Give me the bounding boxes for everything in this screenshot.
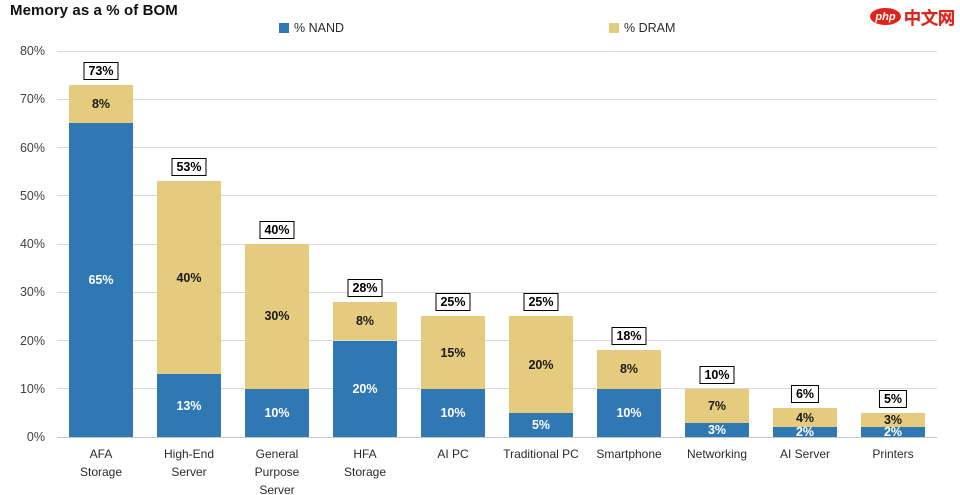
php-logo-icon: php [870, 8, 901, 25]
x-axis-label-hfa-storage: HFA Storage [343, 447, 387, 479]
legend-item-nand: % NAND [279, 21, 344, 35]
bar-segment-nand-traditional-pc [509, 412, 573, 437]
total-label-hfa-storage: 28% [347, 278, 383, 297]
gridline-50 [57, 195, 937, 197]
bar-segment-nand-printers [861, 427, 925, 437]
gridline-80 [57, 50, 937, 52]
total-label-networking: 10% [699, 365, 735, 384]
bar-segment-dram-afa-storage [69, 84, 133, 124]
y-axis-tick-10: 10% [19, 381, 45, 396]
legend-label-nand: % NAND [294, 21, 345, 35]
total-label-smartphone: 18% [611, 327, 647, 346]
bar-segment-dram-high-end-server [157, 181, 221, 375]
y-axis-tick-40: 40% [19, 237, 45, 251]
gridline-70 [57, 98, 937, 100]
total-label-ai-pc: 25% [435, 293, 471, 312]
bar-segment-nand-hfa-storage [333, 340, 397, 437]
x-axis-label-smartphone: Smartphone [596, 447, 662, 461]
total-label-printers: 5% [878, 389, 908, 408]
gridline-60 [57, 147, 937, 148]
legend-item-dram: % DRAM [609, 21, 675, 35]
x-axis-label-ai-pc: AI PC [437, 447, 469, 461]
x-axis-label-general-purpose-server: General Purpose Server [254, 447, 300, 495]
x-axis-label-printers: Printers [872, 447, 914, 461]
bar-segment-nand-ai-pc [421, 388, 485, 437]
y-axis-tick-20: 20% [19, 333, 45, 348]
dram-color-swatch-icon [609, 23, 619, 33]
x-axis-label-ai-server: AI Server [779, 447, 830, 461]
bar-segment-nand-smartphone [597, 388, 661, 437]
x-axis-label-afa-storage: AFA Storage [79, 447, 123, 479]
y-axis-tick-0: 0% [26, 430, 45, 444]
bar-segment-nand-high-end-server [157, 374, 221, 437]
bar-segment-dram-general-purpose-server [245, 244, 309, 389]
y-axis-tick-70: 70% [19, 92, 45, 107]
x-axis-label-networking: Networking [686, 447, 748, 461]
total-label-general-purpose-server: 40% [259, 221, 295, 239]
y-axis-tick-30: 30% [19, 285, 45, 300]
gridline-20 [57, 340, 937, 341]
bar-segment-nand-networking [685, 422, 749, 437]
legend-label-dram: % DRAM [624, 21, 676, 35]
site-logo: php 中文网 [870, 4, 955, 29]
bar-segment-dram-smartphone [597, 350, 661, 389]
bar-segment-dram-hfa-storage [333, 301, 397, 341]
total-label-high-end-server: 53% [171, 158, 207, 177]
total-label-afa-storage: 73% [83, 61, 119, 80]
chart-title: Memory as a % of BOM [10, 2, 178, 19]
site-logo-text: 中文网 [904, 9, 955, 28]
bar-segment-dram-traditional-pc [509, 316, 573, 413]
y-axis-tick-50: 50% [19, 188, 45, 203]
bar-segment-dram-ai-pc [421, 316, 485, 389]
gridline-30 [57, 291, 937, 293]
gridline-40 [57, 243, 937, 245]
y-axis-tick-80: 80% [19, 44, 45, 58]
bar-segment-nand-general-purpose-server [245, 388, 309, 437]
bar-segment-dram-networking [685, 388, 749, 423]
bar-segment-nand-afa-storage [69, 123, 133, 437]
gridline-0 [57, 436, 937, 438]
bar-segment-nand-ai-server [773, 427, 837, 437]
x-axis-label-high-end-server: High-End Server [163, 447, 215, 479]
bar-segment-dram-printers [861, 412, 925, 428]
nand-color-swatch-icon [279, 23, 289, 33]
y-axis-tick-60: 60% [19, 140, 45, 155]
total-label-ai-server: 6% [790, 385, 820, 404]
bar-segment-dram-ai-server [773, 408, 837, 428]
gridline-10 [57, 388, 937, 390]
x-axis-label-traditional-pc: Traditional PC [503, 447, 579, 461]
total-label-traditional-pc: 25% [523, 293, 559, 312]
